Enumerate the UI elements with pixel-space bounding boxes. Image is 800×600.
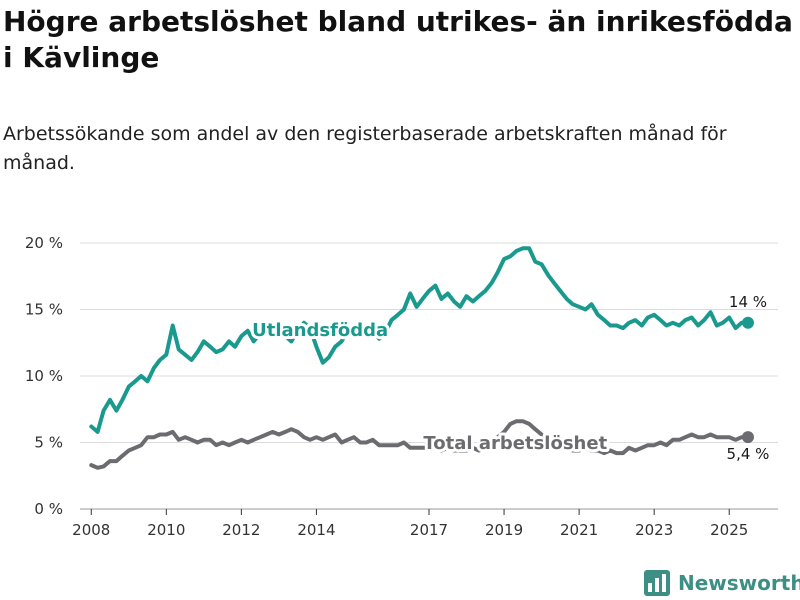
series-lines — [89, 246, 754, 470]
x-tick-label: 2012 — [222, 521, 260, 539]
brand-name: Newsworthy — [678, 571, 800, 595]
series-end-label: 5,4 % — [727, 445, 770, 463]
series-end-point — [741, 316, 754, 329]
y-tick-label: 15 % — [25, 301, 63, 319]
x-tick-label: 2021 — [560, 521, 598, 539]
x-tick-label: 2014 — [297, 521, 335, 539]
y-tick-label: 10 % — [25, 367, 63, 385]
y-axis: 0 % 5 % 10 % 15 % 20 % — [25, 234, 63, 518]
x-tick-label: 2025 — [710, 521, 748, 539]
chart-title: Högre arbetslöshet bland utrikes- än inr… — [3, 5, 793, 74]
x-tick-label: 2023 — [635, 521, 673, 539]
series-labels: 14 % 5,4 % Utlandsfödda Total arbetslöshet — [249, 293, 770, 463]
x-tick-label: 2008 — [72, 521, 110, 539]
series-label-utlandsfodda: Utlandsfödda — [252, 320, 388, 341]
x-tick-label: 2010 — [147, 521, 185, 539]
y-tick-label: 20 % — [25, 234, 63, 252]
series-label-total: Total arbetslöshet — [423, 433, 607, 454]
chart-subtitle: Arbetssökande som andel av den registerb… — [3, 123, 727, 174]
x-tick-label: 2019 — [485, 521, 523, 539]
series-end-label: 14 % — [729, 293, 767, 311]
line-chart: 0 %5 %10 %15 %20 % 2008 2010 2012 2014 2017 2… — [25, 234, 778, 539]
y-tick-label: 5 % — [34, 434, 63, 452]
series-line-utlandsfodda — [89, 246, 750, 434]
series-end-point — [741, 431, 754, 444]
gridlines — [80, 242, 778, 510]
y-tick-label: 0 % — [34, 500, 63, 518]
x-tick-label: 2017 — [410, 521, 448, 539]
x-axis: 2008 2010 2012 2014 2017 2019 2021 2023 2025 — [72, 509, 748, 539]
series-line-total — [89, 419, 750, 470]
bar-chart-logo-icon — [644, 570, 670, 596]
newsworthy-logo: Newsworthy — [644, 568, 800, 598]
